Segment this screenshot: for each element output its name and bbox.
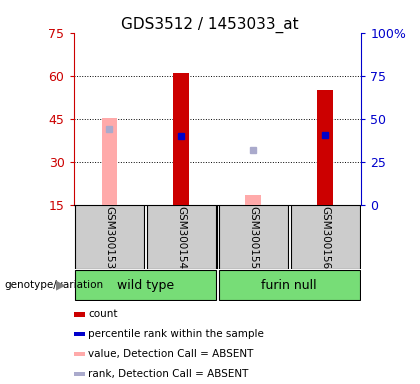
Text: furin null: furin null [262, 279, 317, 291]
Text: GSM300153: GSM300153 [105, 205, 115, 269]
Text: GSM300154: GSM300154 [176, 205, 186, 269]
Text: GSM300155: GSM300155 [248, 205, 258, 269]
Bar [147, 205, 216, 269]
Bar [102, 118, 117, 205]
Text: rank, Detection Call = ABSENT: rank, Detection Call = ABSENT [88, 369, 248, 379]
Text: GSM300156: GSM300156 [320, 205, 330, 269]
Text: GDS3512 / 1453033_at: GDS3512 / 1453033_at [121, 17, 299, 33]
Bar [74, 312, 85, 316]
Bar [291, 205, 360, 269]
Bar [173, 73, 189, 205]
Bar [74, 332, 85, 336]
Bar [245, 195, 261, 205]
Bar [318, 90, 333, 205]
Text: percentile rank within the sample: percentile rank within the sample [88, 329, 264, 339]
Text: genotype/variation: genotype/variation [4, 280, 103, 290]
Text: wild type: wild type [117, 279, 174, 291]
Text: ▶: ▶ [55, 279, 65, 291]
Bar [75, 205, 144, 269]
Bar [75, 270, 216, 300]
Text: value, Detection Call = ABSENT: value, Detection Call = ABSENT [88, 349, 253, 359]
Text: count: count [88, 309, 118, 319]
Bar [74, 352, 85, 356]
Bar [219, 270, 360, 300]
Bar [219, 205, 288, 269]
Bar [74, 372, 85, 376]
